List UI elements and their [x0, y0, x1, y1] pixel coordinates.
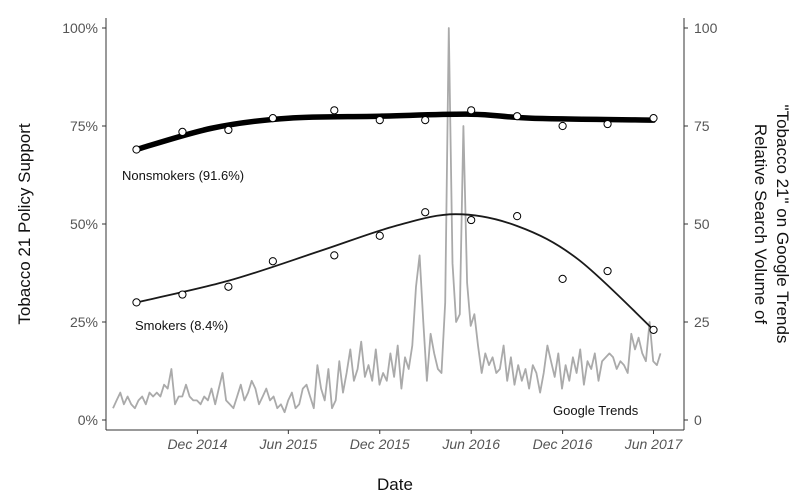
nonsmokers-point [330, 106, 339, 115]
smokers-point [375, 231, 384, 240]
smokers-point [649, 325, 658, 334]
right-y-axis-title-line-2: "Tobacco 21" on Google Trends [773, 105, 790, 344]
left-y-tick-label: 100% [62, 20, 98, 36]
smokers-point [421, 208, 430, 217]
x-tick-label: Dec 2014 [167, 436, 227, 452]
smokers-point [224, 282, 233, 291]
left-y-tick-label: 25% [70, 314, 98, 330]
smokers-point [178, 290, 187, 299]
nonsmokers-point [375, 116, 384, 125]
x-tick-label: Dec 2016 [533, 436, 593, 452]
nonsmokers-point [421, 116, 430, 125]
axes [102, 18, 688, 434]
right-y-tick-label: 25 [694, 314, 710, 330]
google-trends-label: Google Trends [553, 403, 639, 418]
right-y-axis-title-line-1: Relative Search Volume of [751, 124, 770, 325]
left-y-tick-label: 50% [70, 216, 98, 232]
nonsmokers-point [467, 106, 476, 115]
smokers-trend-line [135, 213, 655, 331]
left-y-tick-label: 0% [78, 412, 98, 428]
smokers-point [558, 274, 567, 283]
right-y-tick-label: 100 [694, 20, 718, 36]
smokers-point [268, 257, 277, 266]
smokers-point [603, 266, 612, 276]
smokers-point [513, 212, 522, 221]
nonsmokers-label: Nonsmokers (91.6%) [122, 168, 244, 183]
smokers-point [467, 215, 476, 225]
nonsmokers-point [268, 114, 277, 123]
series-layer [112, 27, 662, 414]
nonsmokers-trend-line [133, 111, 657, 153]
x-axis-title: Date [377, 475, 413, 494]
right-y-tick-label: 0 [694, 412, 702, 428]
smokers-point [132, 298, 141, 307]
nonsmokers-point [132, 145, 141, 154]
right-y-tick-label: 50 [694, 216, 710, 232]
left-y-axis-title: Tobacco 21 Policy Support [15, 123, 34, 325]
right-y-tick-label: 75 [694, 118, 710, 134]
left-y-tick-label: 75% [70, 118, 98, 134]
nonsmokers-point [649, 114, 658, 123]
smokers-label: Smokers (8.4%) [135, 318, 228, 333]
nonsmokers-point [513, 112, 522, 121]
x-tick-label: Jun 2016 [441, 436, 500, 452]
nonsmokers-point [224, 125, 233, 135]
x-tick-label: Jun 2015 [259, 436, 318, 452]
x-tick-label: Dec 2015 [350, 436, 410, 452]
nonsmokers-point [603, 119, 612, 129]
nonsmokers-point [178, 127, 187, 136]
google-trends-line [112, 27, 662, 414]
x-tick-label: Jun 2017 [624, 436, 684, 452]
labels-layer: 0% 25% 50% 75% 100% 0 25 50 75 100 Dec 2014 Jun 201… [15, 20, 790, 494]
nonsmokers-point [558, 121, 567, 131]
smokers-point [330, 251, 339, 260]
